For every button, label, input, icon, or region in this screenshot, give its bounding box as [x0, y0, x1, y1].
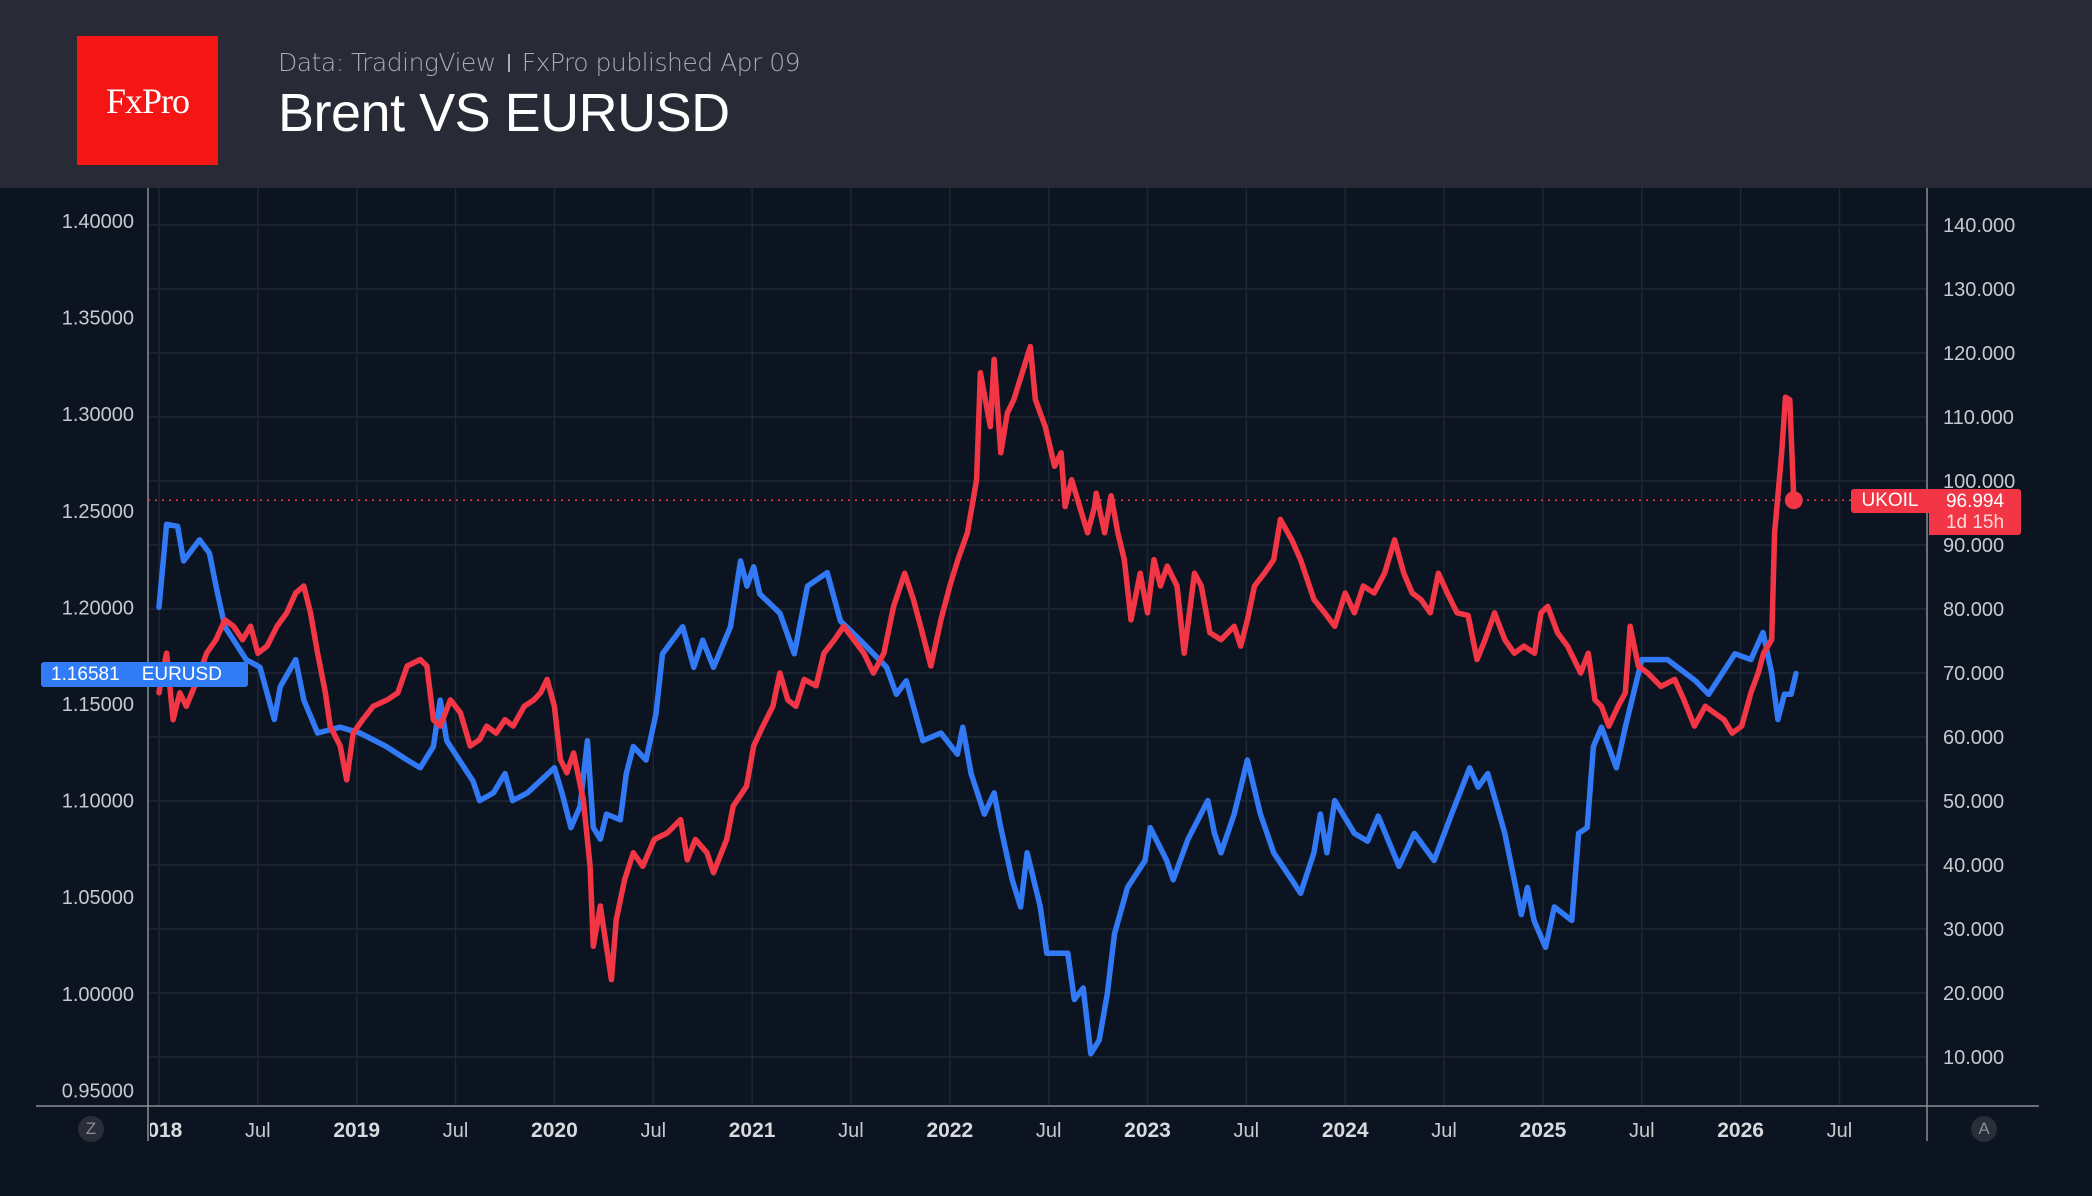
ukoil-label: UKOIL	[1851, 489, 1929, 513]
right-tick-label: 110.000	[1943, 407, 2014, 429]
x-tick-label: Jul	[1629, 1120, 1655, 1142]
data-source: Data: TradingView	[278, 48, 496, 77]
right-tick-label: 10.000	[1943, 1047, 2004, 1069]
published-date: FxPro published Apr 09	[521, 48, 801, 77]
right-tick-label: 70.000	[1943, 663, 2004, 685]
left-tick-label: 1.05000	[62, 887, 134, 909]
x-tick-label: Jul	[443, 1120, 469, 1142]
ukoil-price-badge: 96.994 1d 15h	[1929, 489, 2021, 535]
x-tick-label: Jul	[245, 1120, 271, 1142]
eurusd-last-value: 1.16581	[51, 663, 120, 685]
ukoil-last-point	[1784, 491, 1803, 510]
x-tick-label: Jul	[1827, 1120, 1853, 1142]
x-axis-labels: 2018 Jul 2019 Jul 2020 Jul 2021 Jul 2022 Jul 2023 J…	[136, 1119, 1853, 1142]
x-tick-label: 2023	[1124, 1119, 1171, 1142]
left-tick-label: 1.00000	[62, 984, 134, 1006]
x-tick-label: 2022	[926, 1119, 973, 1142]
left-tick-label: 1.30000	[62, 404, 134, 426]
x-tick-label: Jul	[1431, 1120, 1457, 1142]
right-tick-label: 100.000	[1943, 471, 2015, 493]
left-tick-label: 1.10000	[62, 791, 134, 813]
right-tick-label: 20.000	[1943, 983, 2004, 1005]
right-tick-label: 120.000	[1943, 343, 2015, 365]
eurusd-price-badge: 1.16581 EURUSD	[41, 662, 248, 687]
left-tick-label: 1.35000	[62, 308, 134, 330]
right-tick-label: 50.000	[1943, 791, 2004, 813]
right-tick-label: 30.000	[1943, 919, 2004, 941]
right-tick-label: 80.000	[1943, 599, 2004, 621]
page-title: Brent VS EURUSD	[278, 83, 730, 143]
zoom-reset-button[interactable]: Z	[78, 1116, 104, 1142]
right-tick-label: 90.000	[1943, 535, 2004, 557]
ukoil-countdown: 1d 15h	[1945, 512, 2005, 533]
left-tick-label: 0.95000	[62, 1080, 134, 1102]
left-tick-label: 1.25000	[62, 501, 134, 523]
right-tick-label: 130.000	[1943, 279, 2015, 301]
x-tick-label: 2026	[1717, 1119, 1764, 1142]
series-line-eurusd	[156, 521, 1799, 1057]
ukoil-last-value: 96.994	[1945, 491, 2005, 512]
y-axis-labels: 140.000 130.000 120.000 110.000 100.000 90.00…	[62, 211, 2016, 1102]
series-line-ukoil	[156, 343, 1797, 983]
x-tick-label: Jul	[1036, 1120, 1062, 1142]
logo-text: FxPro	[105, 80, 190, 121]
x-tick-label: Jul	[1234, 1120, 1260, 1142]
x-tick-label: Jul	[838, 1120, 864, 1142]
x-tick-label: 2019	[333, 1119, 380, 1142]
x-tick-label: Jul	[640, 1120, 666, 1142]
right-tick-label: 40.000	[1943, 855, 2004, 877]
x-tick-label: 2024	[1322, 1119, 1369, 1142]
x-tick-label: 2018	[136, 1119, 183, 1142]
left-tick-label: 1.20000	[62, 597, 134, 619]
x-tick-label: 2020	[531, 1119, 578, 1142]
axes	[36, 188, 2039, 1141]
left-tick-label: 1.40000	[62, 211, 134, 233]
subtitle: Data: TradingView FxPro published Apr 09	[278, 48, 801, 77]
series-lines	[156, 343, 1799, 1057]
auto-scale-button[interactable]: A	[1971, 1116, 1997, 1142]
grid	[148, 188, 1927, 1106]
x-tick-label: 2021	[729, 1119, 776, 1142]
x-tick-label: 2025	[1520, 1119, 1567, 1142]
right-tick-label: 140.000	[1943, 215, 2015, 237]
header: FxPro Data: TradingView FxPro published …	[0, 0, 2092, 188]
right-tick-label: 60.000	[1943, 727, 2004, 749]
separator	[507, 53, 510, 72]
fxpro-logo: FxPro	[77, 36, 218, 165]
eurusd-label: EURUSD	[141, 663, 222, 685]
left-tick-label: 1.15000	[62, 694, 134, 716]
